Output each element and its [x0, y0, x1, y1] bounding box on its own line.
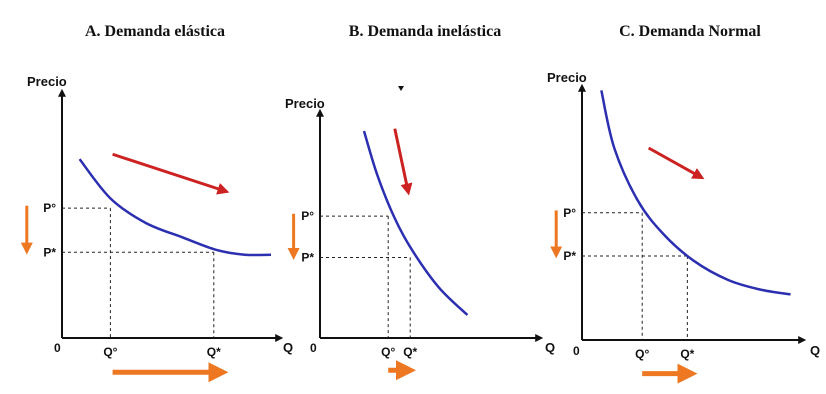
panel-c-demand-curve — [601, 90, 790, 294]
panel-b-marker-icon — [398, 86, 404, 91]
panel-b-plot: P° P* Q° Q* — [294, 86, 540, 370]
panel-c-xlabel: Q — [810, 343, 820, 358]
panel-b-origin-label: 0 — [310, 341, 317, 355]
panel-c-title: C. Demanda Normal — [619, 23, 761, 40]
panel-a: A. Demanda elástica Precio Q 0 P° P* Q° Q* — [27, 23, 293, 372]
panel-a-y-tick-label: P° — [43, 201, 56, 215]
panel-c-x-tick-label: Q° — [635, 347, 649, 361]
panel-b-y-tick-label: P* — [301, 251, 314, 265]
panel-b-y-tick-label: P° — [301, 209, 314, 223]
panel-a-plot: P° P* Q° Q* — [27, 92, 280, 372]
panel-a-origin-label: 0 — [54, 341, 61, 355]
panel-b-x-tick-label: Q* — [403, 345, 417, 359]
panel-c-y-tick-label: P° — [563, 206, 576, 220]
panel-a-title: A. Demanda elástica — [85, 23, 225, 40]
panel-b-demand-curve — [364, 131, 467, 315]
panel-a-xlabel: Q — [283, 340, 293, 355]
panel-a-ylabel: Precio — [27, 74, 67, 89]
panel-c-origin-label: 0 — [573, 344, 580, 358]
panel-c-y-tick-label: P* — [563, 249, 576, 263]
panel-a-trend-arrow — [113, 154, 225, 191]
panel-a-x-tick-label: Q° — [103, 345, 117, 359]
panel-c-ylabel: Precio — [547, 70, 587, 85]
panel-b-ylabel: Precio — [285, 96, 325, 111]
panel-b-x-tick-label: Q° — [381, 345, 395, 359]
panel-c-trend-arrow — [649, 148, 701, 177]
panel-a-y-tick-label: P* — [43, 245, 56, 259]
panel-b-title: B. Demanda inelástica — [349, 23, 501, 40]
panel-b-trend-arrow — [395, 129, 408, 191]
panel-c-x-tick-label: Q* — [680, 347, 694, 361]
panel-c-plot: P° P* Q° Q* — [556, 87, 803, 374]
panel-b: B. Demanda inelástica Precio Q 0 P° P* Q° Q… — [285, 23, 555, 370]
panel-b-xlabel: Q — [545, 340, 555, 355]
panel-a-x-tick-label: Q* — [207, 345, 221, 359]
panel-c: C. Demanda Normal Precio Q 0 P° P* Q° Q* — [547, 23, 820, 374]
